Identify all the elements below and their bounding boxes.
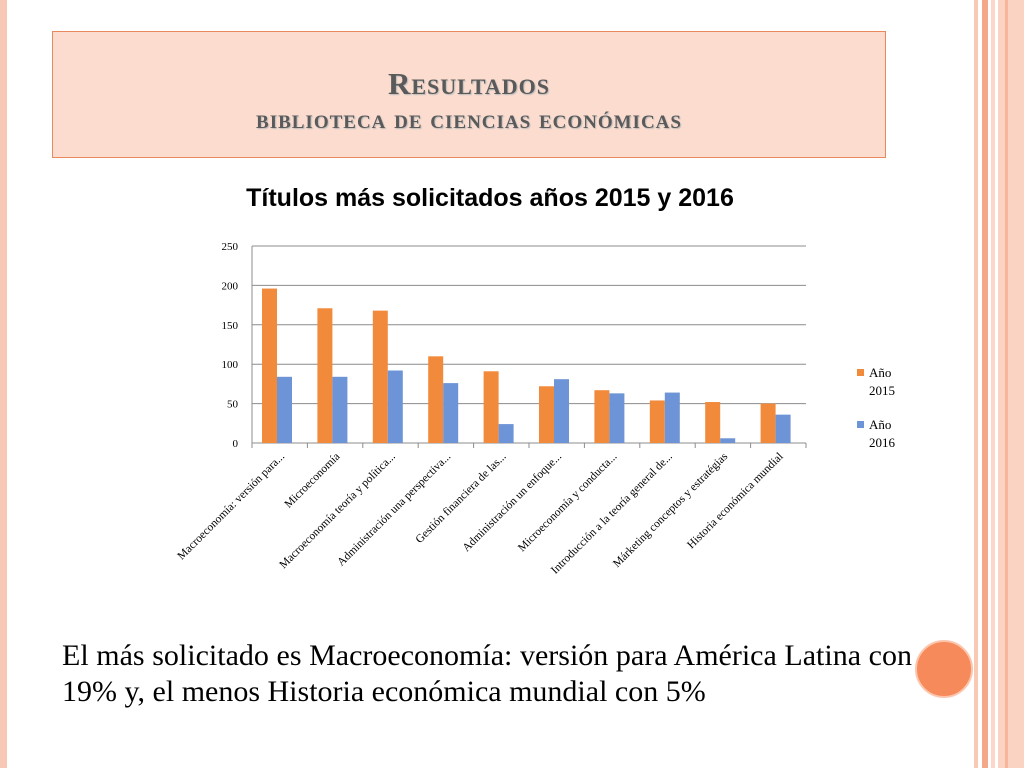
slide-subtitle: biblioteca de ciencias económicas — [256, 104, 682, 134]
left-edge-decoration — [0, 0, 7, 768]
caption-text: El más solicitado es Macroeconomía: vers… — [62, 639, 912, 708]
bar-2015 — [317, 308, 333, 443]
legend-label: Año — [869, 365, 891, 380]
bar-2016 — [720, 438, 736, 443]
y-tick-label: 150 — [222, 320, 239, 332]
x-tick-label: Administración un enfoque... — [461, 451, 565, 555]
bar-2016 — [664, 392, 680, 443]
bar-2015 — [594, 390, 610, 443]
y-tick-label: 0 — [233, 438, 239, 450]
legend-label: 2016 — [869, 435, 896, 450]
bar-2016 — [498, 424, 514, 443]
bar-2015 — [262, 288, 277, 443]
legend-label: 2015 — [869, 383, 895, 398]
bar-2015 — [539, 386, 554, 443]
x-tick-label: Macroeconomía: versión para... — [175, 451, 287, 563]
bar-2015 — [705, 402, 721, 443]
bar-2016 — [387, 370, 403, 443]
bar-2015 — [428, 356, 444, 443]
bar-2016 — [277, 376, 292, 443]
legend-swatch-2015 — [857, 369, 864, 376]
y-tick-label: 100 — [222, 359, 239, 371]
legend-swatch-2016 — [857, 421, 864, 428]
legend-label: Año — [869, 417, 891, 432]
x-tick-label: Historia económica mundial — [685, 451, 786, 552]
chart-title: Títulos más solicitados años 2015 y 2016 — [246, 184, 734, 212]
bar-2015 — [649, 400, 665, 443]
x-tick-label: Microeconomía — [283, 451, 343, 511]
y-tick-label: 50 — [227, 399, 239, 411]
y-tick-label: 200 — [222, 280, 239, 292]
title-box: Resultados biblioteca de ciencias económ… — [52, 31, 886, 158]
right-stripes-decoration — [974, 0, 1024, 768]
x-tick-label: Macroeconomía teoría y política... — [277, 451, 398, 572]
x-tick-label: Introducción a la teoría general de... — [549, 451, 675, 577]
bar-2015 — [372, 310, 388, 443]
x-tick-label: Microeconomía y conducta... — [516, 451, 620, 555]
bar-2016 — [332, 376, 348, 443]
bar-2016 — [609, 393, 625, 443]
slide-title: Resultados — [387, 66, 550, 101]
bar-2015 — [483, 371, 499, 443]
x-tick-label: Administración una perspectiva... — [335, 451, 453, 569]
bar-2016 — [443, 383, 459, 443]
decorative-circle — [915, 640, 973, 698]
x-tick-label: Márketing conceptos y estratégias — [611, 450, 731, 570]
bar-2016 — [775, 414, 791, 443]
x-tick-label: Gestión financiera de las... — [414, 451, 509, 546]
y-tick-label: 250 — [222, 241, 239, 253]
bar-2016 — [554, 379, 569, 443]
bar-2015 — [760, 403, 776, 443]
